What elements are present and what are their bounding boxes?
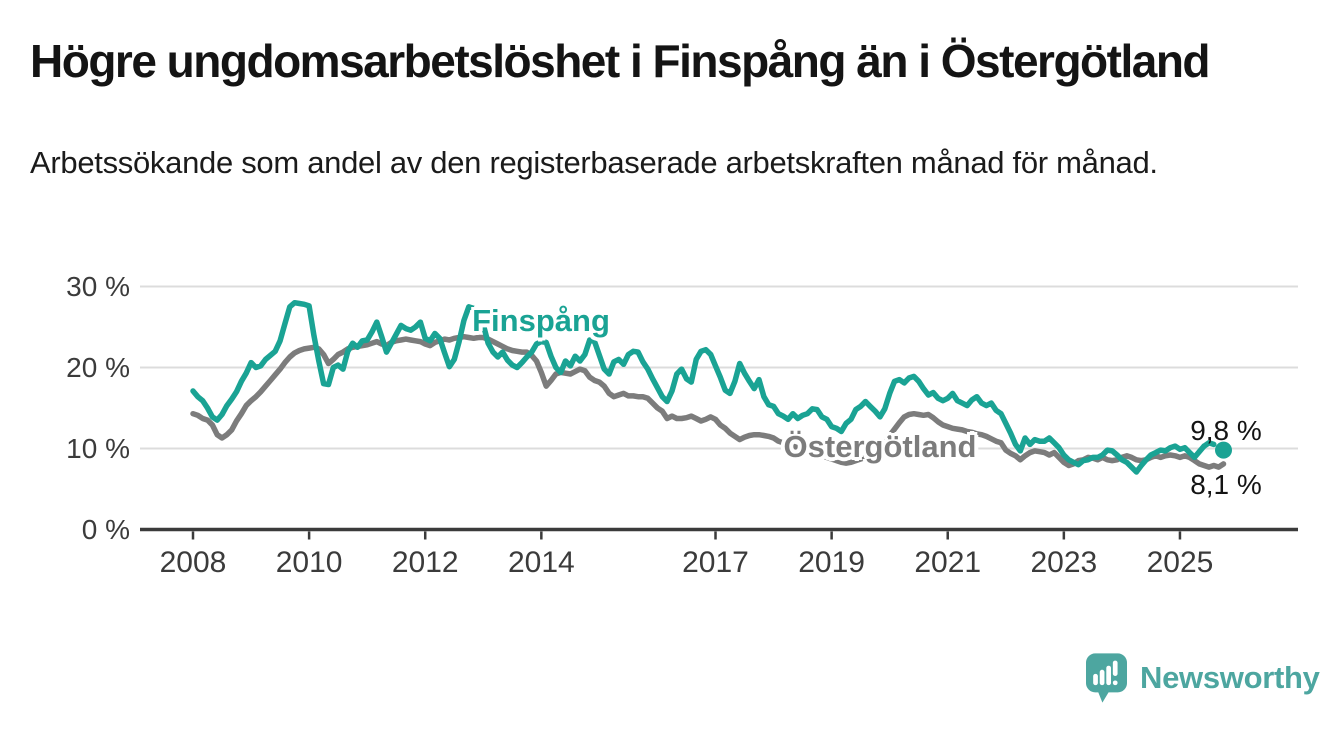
y-tick-label: 0 %: [81, 513, 130, 545]
ostergotland-end-value: 8,1 %: [1190, 469, 1262, 500]
newsworthy-logo: Newsworthy: [1086, 653, 1320, 703]
x-tick-label: 2010: [275, 546, 343, 579]
logo-bar-chart-glyph: [1093, 660, 1118, 686]
y-tick-label: 30 %: [66, 270, 130, 302]
chart-title: Högre ungdomsarbetslöshet i Finspång än …: [30, 35, 1211, 87]
x-tick-label: 2017: [682, 546, 749, 579]
brand-name: Newsworthy: [1140, 660, 1320, 695]
finspang-end-dot: [1215, 441, 1232, 459]
y-tick-label: 10 %: [66, 432, 130, 464]
newsworthy-logo-icon: [1086, 653, 1127, 703]
finspang-end-value: 9,8 %: [1190, 415, 1262, 446]
x-tick-label: 2021: [914, 546, 982, 579]
x-tick-label: 2019: [798, 546, 865, 579]
x-tick-label: 2023: [1030, 546, 1098, 579]
x-tick-label: 2008: [159, 546, 227, 579]
y-tick-label: 20 %: [66, 351, 130, 383]
x-tick-label: 2014: [507, 546, 575, 579]
x-tick-label: 2025: [1146, 546, 1214, 579]
series-label-ostergotland: Östergötland: [783, 429, 977, 464]
ostergotland-line: [190, 333, 1227, 470]
x-tick-label: 2012: [391, 546, 459, 579]
finspang-line: [190, 299, 1207, 475]
chart-subtitle: Arbetssökande som andel av den registerb…: [30, 145, 1158, 180]
series-label-finspang: Finspång: [472, 303, 610, 338]
